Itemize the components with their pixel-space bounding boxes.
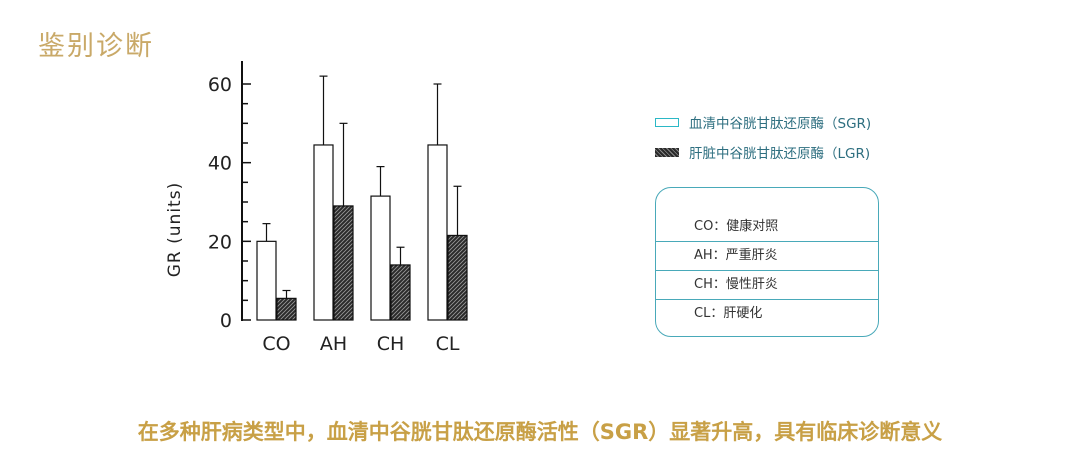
legend-item-sgr: 血清中谷胱甘肽还原酶（SGR)	[655, 107, 871, 137]
bar-lgr	[390, 264, 411, 321]
legend-label-sgr: 血清中谷胱甘肽还原酶（SGR)	[689, 116, 872, 132]
y-tick-label: 0	[220, 310, 232, 332]
legend-swatch-sgr	[655, 117, 679, 127]
conclusion-text: 在多种肝病类型中，血清中谷胱甘肽还原酶活性（SGR）显著升高，具有临床诊断意义	[137, 420, 943, 444]
legend: 血清中谷胱甘肽还原酶（SGR) 肝脏中谷胱甘肽还原酶（LGR)	[655, 107, 871, 167]
y-tick-label: 20	[208, 231, 232, 253]
abbreviation-box: CO：健康对照 AH：严重肝炎 CH：慢性肝炎 CL：肝硬化	[655, 187, 879, 337]
legend-label-lgr: 肝脏中谷胱甘肽还原酶（LGR)	[689, 146, 871, 162]
x-tick-label: CH	[377, 333, 405, 355]
x-tick-label: CO	[262, 333, 290, 355]
legend-item-lgr: 肝脏中谷胱甘肽还原酶（LGR)	[655, 137, 871, 167]
bar-sgr	[313, 144, 334, 321]
y-axis-label: GR (units)	[165, 182, 185, 277]
legend-swatch-lgr	[655, 147, 679, 157]
bar-sgr	[427, 144, 448, 321]
y-tick-label: 40	[208, 153, 232, 175]
x-tick-label: AH	[320, 333, 347, 355]
abbreviation-ah: AH：严重肝炎	[656, 241, 878, 269]
abbreviation-cl: CL：肝硬化	[656, 299, 878, 327]
abbreviation-co: CO：健康对照	[694, 219, 779, 234]
bar-sgr	[256, 240, 277, 321]
bar-lgr	[333, 205, 354, 321]
bar-lgr	[447, 234, 468, 321]
bar-lgr	[276, 297, 297, 321]
abbreviation-ch: CH：慢性肝炎	[656, 270, 878, 298]
slide-title: 鉴别诊断	[38, 31, 154, 62]
x-tick-label: CL	[436, 333, 460, 355]
bar-sgr	[370, 195, 391, 321]
y-tick-label: 60	[208, 74, 232, 96]
bar-chart: 0 20 40 60 GR (units) CO AH CH CL	[165, 61, 468, 355]
